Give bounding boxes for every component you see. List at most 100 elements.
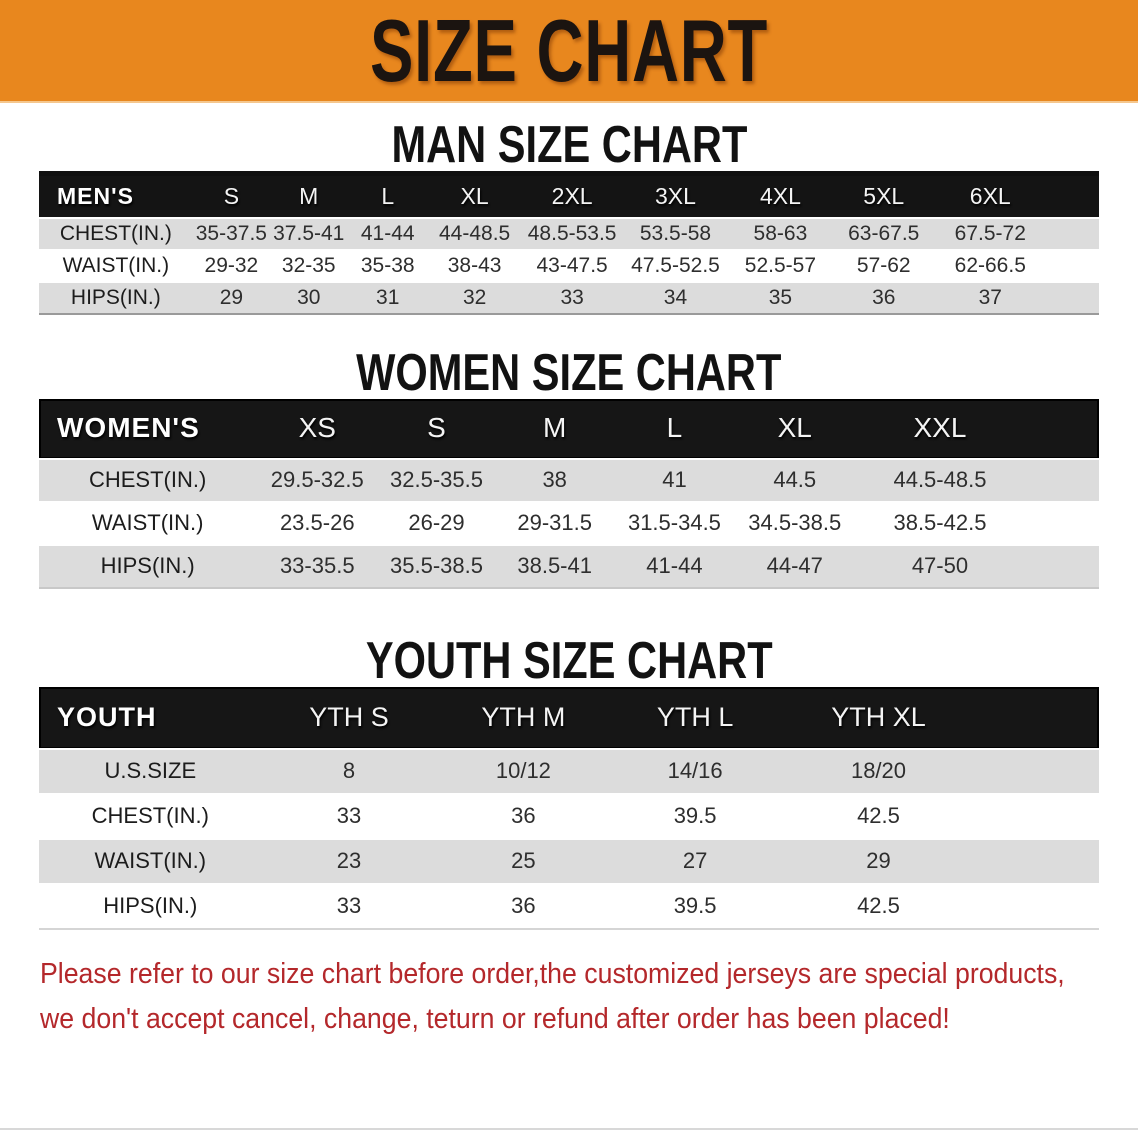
table-cell: 29-32 (204, 253, 259, 277)
mens-row-label-chest: CHEST(IN.) (59, 221, 172, 245)
table-cell: 35.5-38.5 (390, 553, 483, 578)
spacer-cell (1025, 502, 1099, 545)
disclaimer-line-1: Please refer to our size chart before or… (40, 957, 1065, 990)
table-cell: 63-67.5 (848, 221, 920, 245)
table-cell: 38 (542, 467, 567, 492)
table-cell: 33 (560, 285, 584, 309)
table-cell: 23 (336, 848, 362, 873)
table-cell: 53.5-58 (639, 221, 712, 245)
table-cell: 29 (219, 285, 244, 309)
womens-col-header-l: L (666, 412, 683, 443)
table-cell: 29 (866, 848, 891, 873)
mens-col-header-3xl: 3XL (655, 182, 696, 209)
table-cell: 47-50 (911, 553, 969, 578)
table-cell: 29.5-32.5 (270, 467, 364, 492)
table-cell: 14/16 (667, 758, 723, 783)
table-cell: 29-31.5 (517, 510, 592, 535)
spacer-cell (1046, 282, 1099, 314)
table-cell: 32-35 (281, 253, 336, 277)
youth-waist-row: WAIST(IN.) 23 25 27 29 (39, 838, 1099, 884)
table-cell: 36 (872, 285, 896, 309)
table-cell: 62-66.5 (954, 253, 1026, 277)
womens-row-label-hips: HIPS(IN.) (100, 553, 195, 578)
women-section-heading-text: WOMEN SIZE CHART (356, 343, 782, 402)
table-cell: 43-47.5 (536, 253, 608, 277)
table-cell: 10/12 (495, 758, 551, 783)
table-cell: 32 (462, 285, 487, 309)
table-cell: 38-43 (447, 253, 502, 277)
table-cell: 31.5-34.5 (627, 510, 721, 535)
spacer-cell (1025, 545, 1099, 588)
table-cell: 31 (376, 285, 400, 309)
table-cell: 44.5 (773, 467, 817, 492)
table-cell: 57-62 (856, 253, 911, 277)
youth-row-label-chest: CHEST(IN.) (91, 803, 209, 828)
table-cell: 35-37.5 (195, 221, 267, 245)
table-cell: 37 (978, 285, 1002, 309)
table-cell: 33-35.5 (279, 553, 355, 578)
womens-size-table: WOMEN'S XS S M L XL XXL CHEST(IN.) 29.5-… (39, 398, 1099, 589)
mens-col-header-4xl: 4XL (759, 182, 801, 209)
table-cell: 34.5-38.5 (748, 510, 842, 535)
youth-section-heading-text: YOUTH SIZE CHART (365, 631, 773, 690)
womens-row-label-waist: WAIST(IN.) (91, 510, 204, 535)
table-cell: 58-63 (753, 221, 808, 245)
mens-col-header-l: L (381, 182, 395, 209)
spacer-cell (977, 794, 1099, 839)
disclaimer-line-2: we don't accept cancel, change, teturn o… (40, 1002, 950, 1035)
mens-col-header-s: S (223, 182, 240, 209)
womens-chest-row: CHEST(IN.) 29.5-32.5 32.5-35.5 38 41 44.… (39, 458, 1099, 502)
table-cell: 44-48.5 (439, 221, 511, 245)
mens-chest-row: CHEST(IN.) 35-37.5 37.5-41 41-44 44-48.5… (39, 217, 1099, 250)
table-cell: 42.5 (857, 893, 900, 918)
youth-chest-row: CHEST(IN.) 33 36 39.5 42.5 (39, 793, 1099, 839)
youth-col-header-s: YTH S (309, 701, 389, 732)
table-cell: 41 (662, 467, 687, 492)
mens-waist-row: WAIST(IN.) 29-32 32-35 35-38 38-43 43-47… (39, 249, 1099, 282)
mens-col-header-5xl: 5XL (863, 182, 905, 209)
womens-col-header-s: S (427, 412, 446, 443)
youth-row-label-waist: WAIST(IN.) (94, 848, 207, 873)
youth-table-header-row: YOUTH YTH S YTH M YTH L YTH XL (39, 686, 1099, 749)
table-cell: 27 (682, 848, 708, 873)
mens-hips-row: HIPS(IN.) 29 30 31 32 33 34 35 36 37 (39, 281, 1099, 314)
table-cell: 23.5-26 (279, 510, 355, 535)
youth-section-heading: YOUTH SIZE CHART (0, 635, 1138, 687)
table-cell: 34 (663, 285, 688, 309)
womens-col-header-xxl: XXL (913, 412, 967, 443)
mens-table-title-cell: MEN'S (57, 182, 134, 209)
table-cell: 52.5-57 (744, 253, 817, 277)
youth-row-label-ussize: U.S.SIZE (104, 758, 197, 783)
mens-row-label-waist: WAIST(IN.) (62, 253, 170, 277)
table-cell: 44.5-48.5 (893, 467, 987, 492)
table-cell: 8 (342, 758, 356, 783)
women-section-heading: WOMEN SIZE CHART (0, 347, 1138, 399)
mens-col-header-2xl: 2XL (551, 182, 593, 209)
mens-table-header-row: MEN'S S M L XL 2XL 3XL 4XL 5XL 6XL (39, 173, 1099, 218)
table-cell: 67.5-72 (954, 221, 1026, 245)
spacer-cell (977, 749, 1099, 794)
womens-table-title-cell: WOMEN'S (57, 412, 200, 443)
table-cell: 35 (768, 285, 793, 309)
spacer-cell (1046, 218, 1099, 250)
table-cell: 25 (511, 848, 536, 873)
table-cell: 18/20 (850, 758, 907, 783)
youth-col-header-m: YTH M (481, 701, 566, 732)
disclaimer: Please refer to our size chart before or… (40, 952, 1138, 1042)
youth-col-header-l: YTH L (656, 701, 734, 732)
table-cell: 36 (511, 893, 536, 918)
table-cell: 38.5-41 (517, 553, 592, 578)
table-cell: 42.5 (857, 803, 900, 828)
mens-row-label-hips: HIPS(IN.) (70, 285, 161, 309)
mens-col-header-6xl: 6XL (969, 182, 1011, 209)
table-cell: 44-47 (766, 553, 823, 578)
youth-table-title-cell: YOUTH (57, 701, 157, 732)
table-cell: 47.5-52.5 (631, 253, 720, 277)
spacer-cell (1025, 399, 1099, 459)
youth-col-header-xl: YTH XL (831, 701, 926, 732)
table-cell: 35-38 (360, 253, 415, 277)
table-cell: 39.5 (673, 803, 717, 828)
spacer-cell (977, 884, 1099, 929)
table-cell: 38.5-42.5 (893, 510, 987, 535)
